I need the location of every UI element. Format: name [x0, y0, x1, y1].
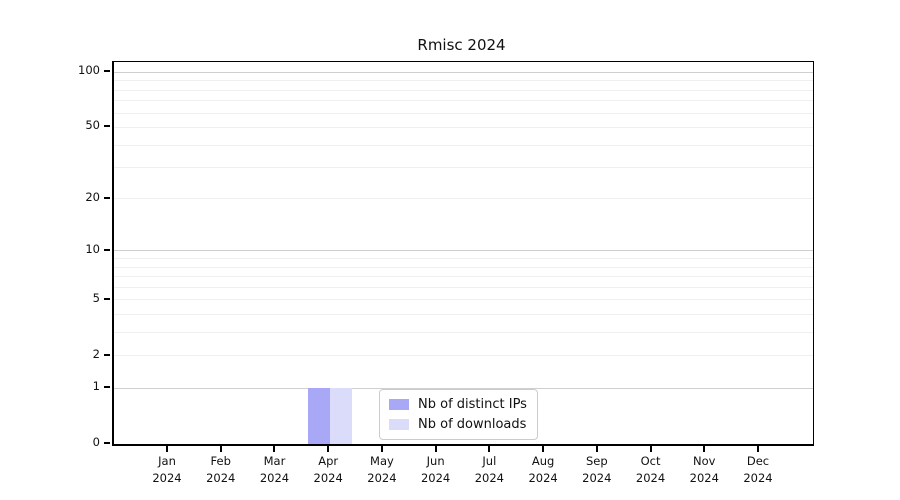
y-tick-50	[104, 125, 110, 128]
minor-gridline-80	[114, 89, 813, 91]
legend: Nb of distinct IPs Nb of downloads	[379, 389, 538, 440]
legend-item-distinct-ips: Nb of distinct IPs	[389, 397, 527, 412]
x-tick-label-jul: Jul 2024	[474, 454, 504, 485]
x-tick-label-jun: Jun 2024	[420, 454, 451, 485]
y-tick-label-20: 20	[85, 189, 100, 204]
y-tick-10	[104, 248, 110, 251]
plot-area: Nb of distinct IPs Nb of downloads	[112, 61, 814, 446]
x-tick-label-jan: Jan 2024	[152, 454, 182, 485]
minor-gridline-5	[114, 299, 813, 301]
y-tick-2	[104, 353, 110, 356]
y-tick-label-100: 100	[78, 63, 100, 78]
x-tick-nov	[703, 445, 706, 452]
x-tick-label-nov: Nov 2024	[689, 454, 719, 485]
y-tick-100	[104, 70, 110, 73]
major-gridline-100	[114, 71, 813, 73]
y-tick-5	[104, 297, 110, 300]
x-tick-apr	[327, 445, 330, 452]
y-tick-label-50: 50	[85, 118, 100, 133]
minor-gridline-6	[114, 286, 813, 288]
x-tick-label-may: May 2024	[367, 454, 397, 485]
bar-nb-of-downloads-apr	[330, 388, 353, 444]
minor-gridline-7	[114, 276, 813, 278]
legend-swatch-downloads-icon	[389, 419, 409, 430]
x-tick-label-aug: Aug 2024	[528, 454, 558, 485]
x-tick-sep	[595, 445, 598, 452]
x-tick-jul	[488, 445, 491, 452]
x-tick-may	[380, 445, 383, 452]
x-tick-aug	[542, 445, 545, 452]
minor-gridline-3	[114, 331, 813, 333]
minor-gridline-8	[114, 266, 813, 268]
x-tick-label-apr: Apr 2024	[313, 454, 343, 485]
minor-gridline-9	[114, 258, 813, 260]
minor-gridline-2	[114, 355, 813, 357]
legend-label-distinct-ips: Nb of distinct IPs	[418, 397, 527, 412]
y-tick-label-0: 0	[92, 435, 100, 449]
chart-title: Rmisc 2024	[417, 36, 506, 54]
minor-gridline-60	[114, 112, 813, 114]
y-tick-label-1: 1	[92, 379, 100, 394]
minor-gridline-4	[114, 313, 813, 315]
x-tick-label-mar: Mar 2024	[259, 454, 290, 485]
y-tick-label-5: 5	[92, 290, 100, 305]
legend-label-downloads: Nb of downloads	[418, 417, 527, 432]
minor-gridline-70	[114, 100, 813, 102]
major-gridline-1	[114, 387, 813, 389]
x-tick-jun	[434, 445, 437, 452]
y-tick-20	[104, 196, 110, 199]
legend-swatch-distinct-ips-icon	[389, 399, 409, 410]
x-tick-label-sep: Sep 2024	[582, 454, 612, 485]
x-tick-feb	[219, 445, 222, 452]
x-tick-label-dec: Dec 2024	[743, 454, 773, 485]
x-tick-mar	[273, 445, 276, 452]
x-tick-label-feb: Feb 2024	[206, 454, 236, 485]
x-tick-label-oct: Oct 2024	[635, 454, 666, 485]
minor-gridline-40	[114, 144, 813, 146]
major-gridline-10	[114, 250, 813, 252]
minor-gridline-20	[114, 198, 813, 200]
y-tick-label-10: 10	[85, 241, 100, 256]
y-tick-label-2: 2	[92, 346, 100, 361]
minor-gridline-50	[114, 126, 813, 128]
x-tick-jan	[166, 445, 168, 452]
y-tick-0	[104, 442, 110, 444]
x-tick-oct	[649, 445, 652, 452]
minor-gridline-90	[114, 80, 813, 82]
x-tick-dec	[757, 445, 759, 452]
y-tick-1	[104, 386, 110, 389]
minor-gridline-30	[114, 167, 813, 169]
bar-nb-of-distinct-ips-apr	[308, 388, 331, 444]
legend-item-downloads: Nb of downloads	[389, 417, 527, 432]
